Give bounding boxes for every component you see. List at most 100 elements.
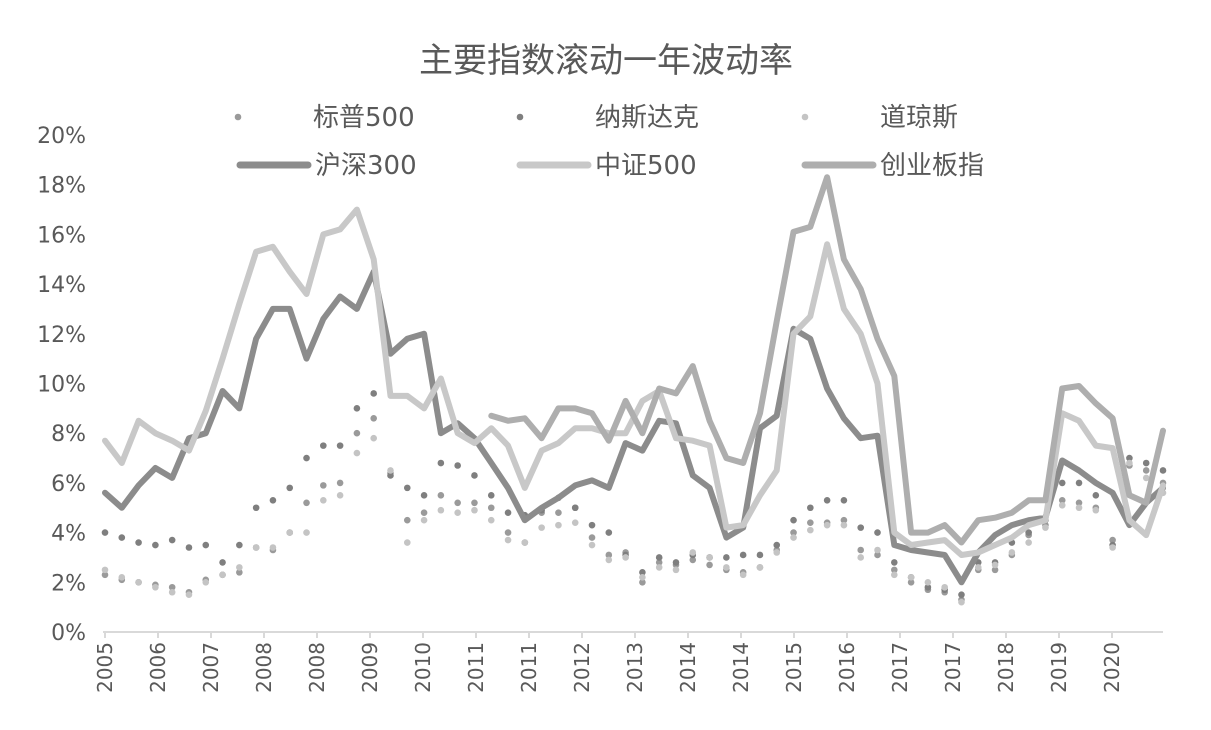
data-point — [958, 598, 965, 606]
data-point — [219, 571, 226, 579]
data-point — [370, 390, 377, 397]
x-tick-label: 2011 — [464, 642, 488, 693]
data-point — [555, 509, 562, 517]
legend-label: 道琼斯 — [880, 103, 958, 133]
data-point — [320, 482, 327, 489]
data-point — [521, 539, 529, 546]
data-point — [655, 554, 663, 561]
data-point — [1058, 496, 1066, 504]
x-tick-label: 2014 — [676, 642, 700, 693]
y-tick-label: 12% — [37, 323, 86, 348]
data-point — [353, 449, 361, 457]
data-point — [252, 544, 260, 551]
series-标普500 — [101, 414, 1167, 603]
x-tick-label: 2012 — [570, 642, 594, 693]
data-point — [135, 579, 142, 586]
data-point — [454, 462, 461, 469]
data-point — [1092, 506, 1100, 514]
data-point — [571, 519, 579, 526]
legend-item: 纳斯达克 — [516, 103, 699, 133]
data-point — [1142, 459, 1150, 467]
data-point — [857, 554, 865, 561]
data-point — [387, 472, 394, 479]
data-point — [101, 529, 109, 536]
data-point — [689, 556, 697, 564]
data-point — [487, 504, 495, 512]
data-point — [823, 496, 831, 504]
data-point — [840, 516, 848, 524]
legend-label: 沪深300 — [315, 151, 417, 181]
data-point — [1126, 454, 1133, 462]
data-point — [1008, 549, 1016, 556]
y-axis: 0% 2% 4% 6% 8% 10% 12% 14% 16% 18% 20% — [37, 124, 86, 646]
data-point — [487, 492, 495, 499]
x-tick-label: 2010 — [411, 642, 435, 693]
data-point — [152, 583, 159, 591]
data-point — [571, 504, 579, 512]
x-tick-label: 2005 — [93, 642, 117, 693]
data-point — [974, 564, 982, 571]
legend-marker — [801, 113, 809, 121]
data-point — [790, 534, 797, 541]
legend-label: 创业板指 — [880, 151, 984, 181]
data-point — [1058, 501, 1066, 509]
data-point — [168, 583, 176, 591]
data-point — [437, 492, 445, 499]
data-point — [672, 559, 680, 566]
data-point — [101, 571, 109, 579]
data-point — [353, 429, 361, 437]
x-tick-label: 2006 — [146, 642, 170, 693]
x-tick-label: 2008 — [305, 642, 329, 693]
y-tick-label: 16% — [37, 223, 86, 248]
data-point — [991, 566, 999, 574]
data-point — [1142, 467, 1150, 474]
data-point — [605, 556, 613, 564]
data-point — [152, 541, 159, 549]
data-point — [756, 551, 764, 559]
data-point — [891, 571, 898, 579]
data-point — [1075, 504, 1083, 512]
data-point — [588, 534, 596, 541]
plot-area — [101, 174, 1167, 606]
data-point — [1159, 467, 1167, 474]
data-point — [655, 559, 663, 566]
data-point — [403, 539, 411, 546]
data-point — [739, 551, 747, 559]
data-point — [370, 434, 377, 442]
x-tick-label: 2015 — [782, 642, 806, 693]
data-point — [202, 541, 210, 549]
data-point — [790, 529, 797, 536]
data-point — [639, 579, 646, 586]
data-point — [1025, 529, 1032, 536]
x-tick-label: 2009 — [358, 642, 382, 693]
data-point — [403, 484, 411, 492]
x-tick-label: 2013 — [623, 642, 647, 693]
y-tick-label: 14% — [37, 273, 86, 298]
data-point — [387, 467, 394, 474]
data-point — [471, 499, 478, 507]
x-tick-label: 2014 — [729, 642, 753, 693]
legend-label: 纳斯达克 — [595, 103, 699, 133]
data-point — [874, 529, 881, 536]
data-point — [135, 539, 142, 546]
data-point — [655, 564, 663, 571]
y-tick-label: 2% — [51, 571, 86, 596]
data-point — [504, 509, 512, 517]
data-point — [991, 561, 999, 569]
data-point — [1058, 479, 1066, 487]
data-point — [588, 521, 596, 529]
data-point — [857, 546, 865, 554]
x-axis: 2005 2006 2007 2008 2008 2009 2010 2011 2011 2012… — [93, 631, 1163, 693]
y-tick-label: 20% — [37, 124, 86, 149]
data-point — [320, 442, 327, 449]
legend-item: 中证500 — [516, 151, 697, 181]
series-line — [102, 268, 1166, 586]
data-point — [605, 551, 613, 559]
data-point — [236, 569, 243, 576]
data-point — [168, 536, 176, 544]
data-point — [471, 506, 478, 514]
y-tick-label: 10% — [37, 373, 86, 398]
data-point — [672, 566, 680, 574]
data-point — [807, 504, 814, 512]
